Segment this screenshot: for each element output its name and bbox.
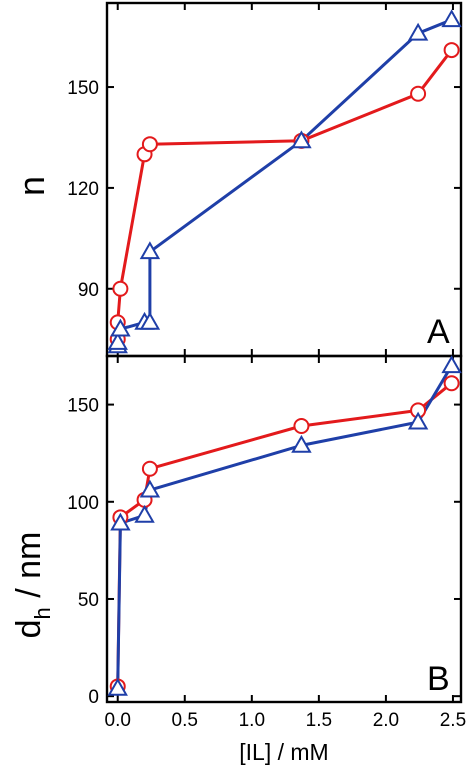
red-series-line xyxy=(116,382,453,687)
x-tick-label: 0.0 xyxy=(105,710,131,731)
y-tick-label: 150 xyxy=(67,396,99,417)
panel-b-series xyxy=(107,355,462,696)
panel-b-frame xyxy=(105,354,463,704)
blue-triangle-point xyxy=(139,311,161,330)
panel-b-label: B xyxy=(427,660,450,698)
panel-b-y-axis-title: dh / nm xyxy=(10,532,55,639)
blue-triangle-point xyxy=(107,332,128,350)
y-tick-label: 120 xyxy=(67,179,99,200)
blue-triangle-point xyxy=(110,512,131,531)
blue-triangle-point xyxy=(441,9,462,28)
x-tick-label: 2.5 xyxy=(440,710,466,731)
red-series-line xyxy=(116,49,453,340)
x-tick-label: 1.0 xyxy=(239,710,265,731)
red-circle-point xyxy=(443,375,460,392)
panel-a-series xyxy=(107,9,462,354)
blue-triangle-point xyxy=(107,677,128,696)
panel-b: 0 50 100 150 0.0 0.5 1.0 1.5 2.0 2.5 dh / nm B [I… xyxy=(10,354,466,765)
x-axis-title: [IL] / mM xyxy=(239,739,328,765)
blue-triangle-point xyxy=(110,318,131,337)
y-tick-label: 0 xyxy=(88,687,99,708)
x-tick-label: 0.5 xyxy=(172,710,198,731)
blue-triangle-point xyxy=(291,434,312,453)
y-tick-label: 150 xyxy=(67,78,99,99)
panel-b-ticks: 0 50 100 150 0.0 0.5 1.0 1.5 2.0 2.5 xyxy=(67,356,466,731)
y-tick-label: 100 xyxy=(67,493,99,514)
panel-a-ticks: 90 120 150 xyxy=(67,3,461,356)
red-circle-point xyxy=(293,417,310,434)
blue-triangle-point xyxy=(407,22,429,41)
y-tick-label: 90 xyxy=(78,280,99,301)
x-tick-label: 2.0 xyxy=(373,710,399,731)
blue-triangle-point xyxy=(407,411,429,430)
blue-triangle-point xyxy=(134,504,155,523)
panel-b-y-axis-title-sub: h xyxy=(30,607,55,619)
blue-triangle-point xyxy=(139,241,161,260)
y-tick-label: 50 xyxy=(78,590,99,611)
red-circle-point xyxy=(443,42,460,59)
panel-b-y-axis-title-rest: / nm xyxy=(10,532,48,608)
blue-series-line xyxy=(116,18,453,346)
red-circle-point xyxy=(141,136,158,153)
panel-a-label: A xyxy=(427,313,450,351)
panel-a: 90 120 150 n A xyxy=(11,1,463,358)
panel-b-y-axis-title-main: d xyxy=(10,619,48,638)
blue-triangle-point xyxy=(291,130,312,149)
red-circle-point xyxy=(141,460,158,477)
red-circle-point xyxy=(112,280,129,297)
panel-a-y-axis-title: n xyxy=(11,176,52,196)
blue-triangle-point xyxy=(441,355,462,374)
x-tick-label: 1.5 xyxy=(306,710,332,731)
red-circle-point xyxy=(410,85,427,102)
panel-a-frame xyxy=(105,1,463,358)
blue-triangle-point xyxy=(139,479,161,498)
